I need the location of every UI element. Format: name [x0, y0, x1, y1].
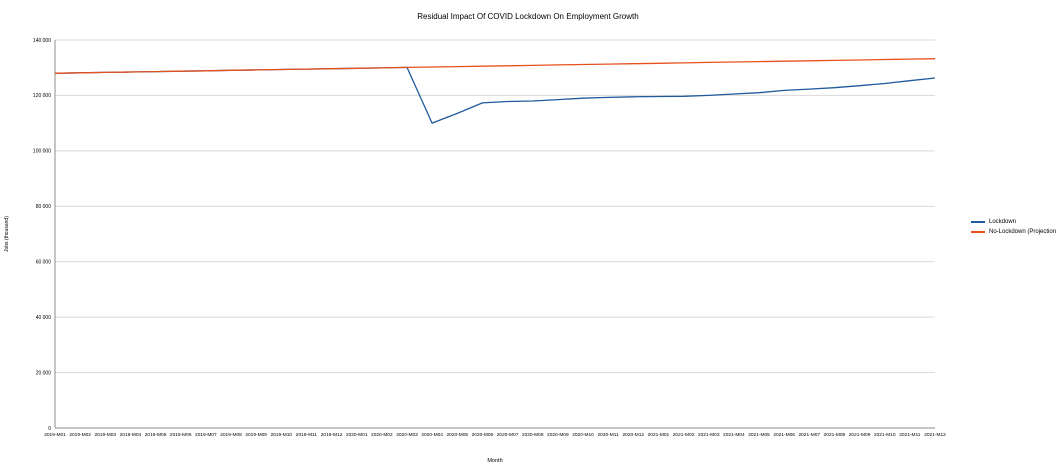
y-tick-label: 80 000	[36, 204, 52, 210]
y-tick-label: 120 000	[33, 93, 51, 99]
x-tick-label: 2020-M05	[446, 432, 468, 438]
y-tick-label: 100 000	[33, 149, 51, 155]
x-tick-label: 2021-M04	[723, 432, 745, 438]
x-tick-label: 2021-M01	[648, 432, 670, 438]
chart-legend: Lockdown No-Lockdown (Projection)	[971, 219, 1056, 235]
x-tick-label: 2020-M03	[396, 432, 418, 438]
x-tick-label: 2020-M08	[522, 432, 544, 438]
legend-item-no-lockdown: No-Lockdown (Projection)	[971, 229, 1056, 235]
x-tick-label: 2019-M01	[44, 432, 66, 438]
chart-title: Residual Impact Of COVID Lockdown On Emp…	[417, 12, 639, 21]
x-tick-label: 2019-M12	[321, 432, 343, 438]
x-tick-label: 2021-M06	[773, 432, 795, 438]
x-tick-label: 2019-M02	[69, 432, 91, 438]
x-tick-label: 2019-M10	[270, 432, 292, 438]
x-tick-label: 2020-M02	[371, 432, 393, 438]
x-tick-label: 2019-M08	[220, 432, 242, 438]
x-tick-label: 2020-M11	[598, 432, 620, 438]
x-tick-label: 2019-M03	[94, 432, 116, 438]
no-lockdown-line-swatch	[971, 231, 985, 233]
y-tick-label: 40 000	[36, 315, 52, 321]
legend-label-no-lockdown: No-Lockdown (Projection)	[989, 229, 1056, 235]
x-tick-label: 2019-M06	[170, 432, 192, 438]
x-tick-label: 2020-M07	[497, 432, 519, 438]
x-axis-title: Month	[487, 458, 503, 464]
x-tick-label: 2019-M09	[245, 432, 267, 438]
x-tick-label: 2020-M04	[421, 432, 443, 438]
y-tick-label: 60 000	[36, 260, 52, 266]
y-tick-label: 140 000	[33, 38, 51, 44]
x-tick-label: 2021-M09	[849, 432, 871, 438]
x-tick-label: 2021-M12	[924, 432, 946, 438]
x-tick-label: 2021-M08	[824, 432, 846, 438]
series-line-no-lockdown-projection-	[54, 58, 936, 74]
x-tick-label: 2020-M09	[547, 432, 569, 438]
y-tick-label: 20 000	[36, 370, 52, 376]
x-tick-label: 2021-M02	[673, 432, 695, 438]
x-tick-label: 2020-M10	[572, 432, 594, 438]
y-axis-title: Jobs (thousand)	[4, 216, 10, 252]
x-tick-label: 2020-M01	[346, 432, 368, 438]
x-tick-label: 2021-M03	[698, 432, 720, 438]
legend-item-lockdown: Lockdown	[971, 219, 1056, 225]
x-tick-label: 2019-M04	[120, 432, 142, 438]
lockdown-line-swatch	[971, 221, 985, 223]
x-tick-label: 2019-M11	[296, 432, 318, 438]
x-tick-label: 2020-M12	[622, 432, 644, 438]
y-tick-label: 0	[48, 426, 51, 432]
x-tick-label: 2021-M10	[874, 432, 896, 438]
legend-label-lockdown: Lockdown	[989, 219, 1017, 225]
x-tick-label: 2019-M05	[145, 432, 167, 438]
x-tick-label: 2021-M05	[748, 432, 770, 438]
x-tick-label: 2019-M07	[195, 432, 217, 438]
x-tick-label: 2020-M06	[472, 432, 494, 438]
x-tick-label: 2021-M07	[798, 432, 820, 438]
x-tick-label: 2021-M11	[899, 432, 921, 438]
